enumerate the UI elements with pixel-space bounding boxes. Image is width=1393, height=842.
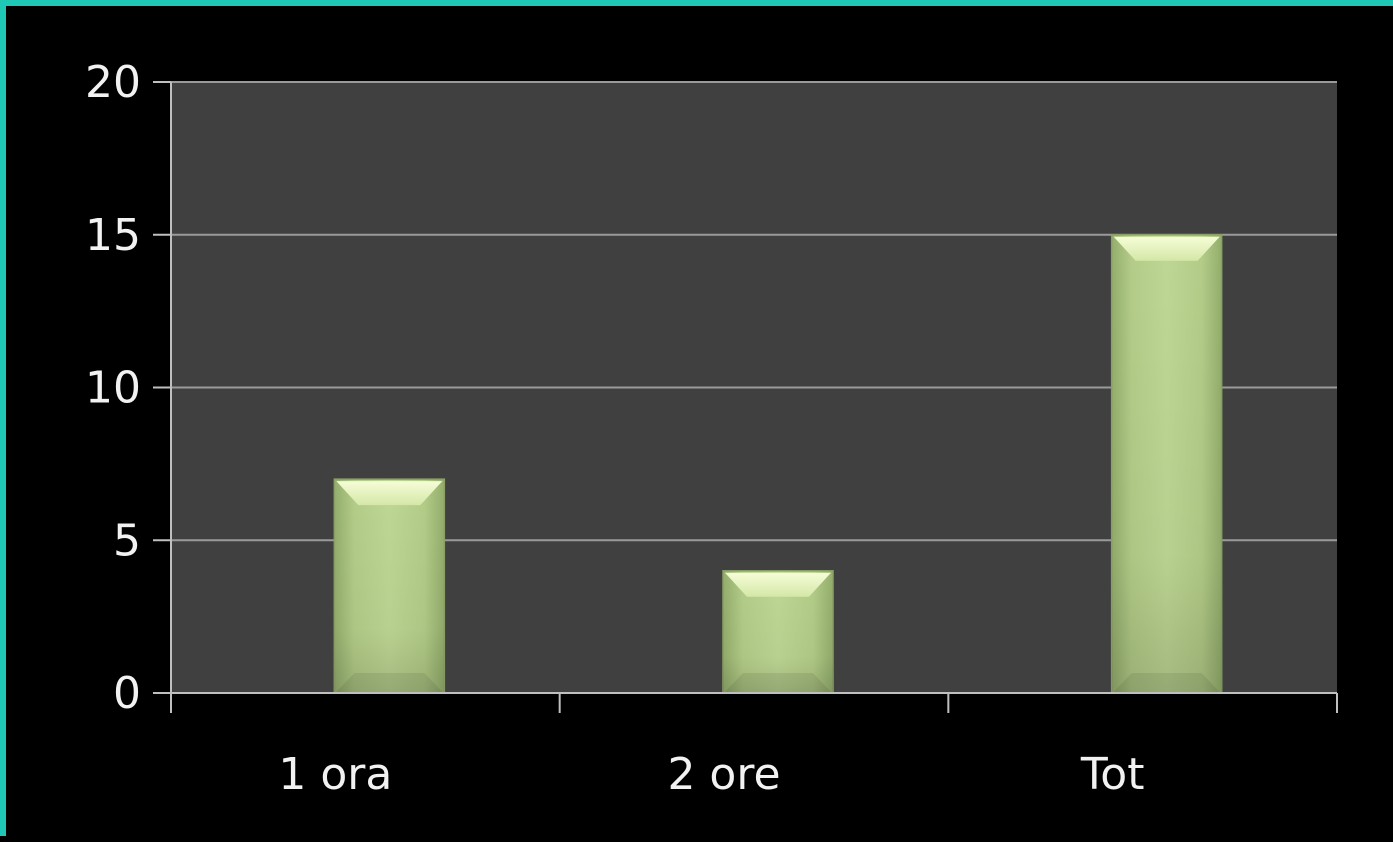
x-tick-label: 1 ora bbox=[278, 749, 392, 800]
y-tick-label: 20 bbox=[85, 57, 141, 108]
bar-tot bbox=[1110, 234, 1223, 694]
x-tick-label: 2 ore bbox=[667, 749, 780, 800]
bar-chart: 0 5 10 15 20 1 ora 2 ore Tot bbox=[85, 57, 1338, 800]
bar-shade bbox=[334, 479, 445, 693]
bar-2-ore bbox=[722, 570, 834, 694]
bar-bevel-bottom bbox=[1113, 673, 1220, 692]
y-tick-label: 10 bbox=[85, 363, 141, 414]
x-tick-label: Tot bbox=[1080, 749, 1145, 800]
y-tick-label: 15 bbox=[85, 210, 141, 261]
bar-bevel-top bbox=[1113, 236, 1220, 261]
bar-bevel-bottom bbox=[725, 673, 831, 692]
y-tick-label: 0 bbox=[113, 668, 141, 719]
bar-1-ora bbox=[333, 478, 446, 694]
bar-bevel-top bbox=[336, 481, 443, 506]
bar-bevel-bottom bbox=[336, 673, 443, 692]
y-tick-label: 5 bbox=[113, 515, 141, 566]
bar-shade bbox=[1111, 234, 1222, 693]
bar-bevel-top bbox=[725, 572, 831, 597]
